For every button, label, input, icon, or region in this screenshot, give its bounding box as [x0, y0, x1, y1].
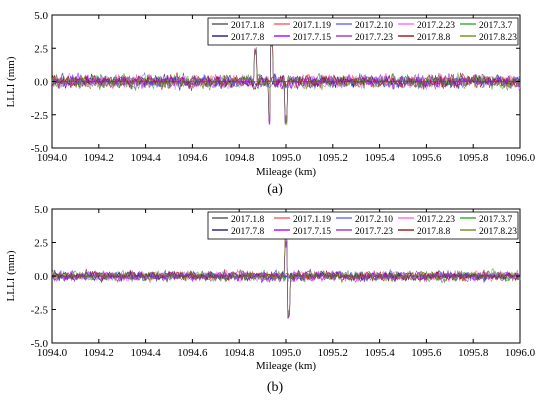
legend-entry-label: 2017.8.8 [417, 227, 451, 237]
x-tick-label: 1095.4 [364, 152, 395, 164]
x-tick-label: 1095.6 [411, 347, 442, 359]
legend-entry-label: 2017.8.23 [479, 227, 517, 237]
x-tick-label: 1094.6 [177, 347, 208, 359]
x-tick-label: 1096.0 [505, 347, 536, 359]
x-tick-label: 1095.6 [411, 152, 442, 164]
y-tick-label: -2.5 [31, 110, 49, 122]
y-tick-label: 2.5 [34, 43, 48, 55]
x-axis-label: Mileage (km) [256, 360, 317, 372]
legend-entry-label: 2017.7.23 [355, 227, 393, 237]
legend-entry-label: 2017.7.23 [355, 33, 393, 43]
panel-label: (a) [267, 182, 283, 197]
x-tick-label: 1094.4 [130, 152, 161, 164]
legend-entry-label: 2017.7.15 [293, 33, 331, 43]
x-axis-label: Mileage (km) [256, 166, 317, 178]
legend-entry-label: 2017.2.23 [417, 21, 455, 31]
x-tick-label: 1094.6 [177, 152, 208, 164]
y-tick-label: 2.5 [34, 238, 48, 250]
x-tick-label: 1094.4 [130, 347, 161, 359]
y-tick-label: -5.0 [31, 338, 49, 350]
x-tick-label: 1094.0 [37, 152, 68, 164]
legend-entry-label: 2017.7.8 [231, 227, 265, 237]
legend-entry-label: 2017.2.10 [355, 215, 393, 225]
legend-entry-label: 2017.8.23 [479, 33, 517, 43]
y-tick-label: -5.0 [31, 143, 49, 155]
legend-entry-label: 2017.1.19 [293, 21, 331, 31]
legend-entry-label: 2017.1.19 [293, 215, 331, 225]
legend-entry-label: 2017.1.8 [231, 215, 265, 225]
y-tick-label: 0.0 [34, 77, 48, 89]
legend-entry-label: 2017.8.8 [417, 33, 451, 43]
x-tick-label: 1094.2 [84, 347, 114, 359]
x-tick-label: 1095.8 [458, 347, 489, 359]
x-tick-label: 1096.0 [505, 152, 536, 164]
legend-entry-label: 2017.1.8 [231, 21, 265, 31]
legend: 2017.1.8 2017.1.19 2017.2.10 2017.2.23 2017.… [207, 17, 519, 46]
panel-label: (b) [267, 380, 284, 395]
y-tick-label: 5.0 [34, 10, 48, 22]
legend: 2017.1.8 2017.1.19 2017.2.10 2017.2.23 2017.… [207, 211, 519, 240]
y-tick-label: -2.5 [31, 305, 49, 317]
x-tick-label: 1095.4 [364, 347, 395, 359]
legend-box [207, 211, 519, 240]
x-tick-label: 1095.0 [271, 152, 302, 164]
x-tick-label: 1094.0 [37, 347, 68, 359]
x-tick-label: 1095.2 [318, 347, 348, 359]
x-tick-label: 1095.2 [318, 152, 348, 164]
y-tick-label: 0.0 [34, 271, 48, 283]
y-axis-label: LLLI (mm) [5, 250, 17, 301]
legend-box [207, 17, 519, 46]
x-tick-label: 1094.8 [224, 152, 255, 164]
legend-entry-label: 2017.2.23 [417, 215, 455, 225]
y-axis-label: LLLI (mm) [5, 56, 17, 107]
y-tick-label: 5.0 [34, 204, 48, 216]
legend-entry-label: 2017.3.7 [479, 215, 513, 225]
series-line-2017.7.23 [51, 37, 521, 125]
legend-entry-label: 2017.7.8 [231, 33, 265, 43]
legend-entry-label: 2017.7.15 [293, 227, 331, 237]
x-tick-label: 1095.8 [458, 152, 489, 164]
legend-entry-label: 2017.3.7 [479, 21, 513, 31]
x-tick-label: 1094.8 [224, 347, 255, 359]
x-tick-label: 1095.0 [271, 347, 302, 359]
legend-entry-label: 2017.2.10 [355, 21, 393, 31]
x-tick-label: 1094.2 [84, 152, 114, 164]
